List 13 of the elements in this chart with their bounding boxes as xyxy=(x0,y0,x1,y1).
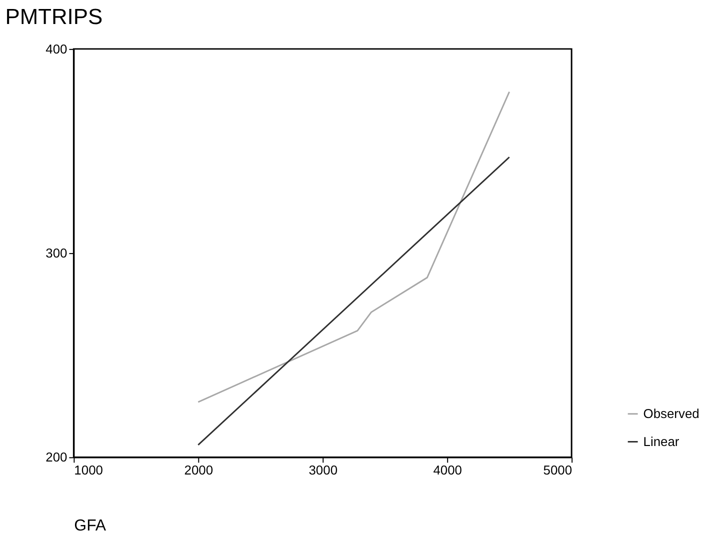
x-tick-label: 3000 xyxy=(308,462,338,478)
x-tick-label: 4000 xyxy=(433,462,462,478)
y-tick-label: 200 xyxy=(46,450,68,465)
x-tick-label: 2000 xyxy=(184,462,214,478)
y-tick-label: 300 xyxy=(46,246,68,261)
chart-title: PMTRIPS xyxy=(5,4,103,30)
line-series xyxy=(197,91,510,403)
legend-label: Linear xyxy=(643,434,680,449)
x-tick-label: 5000 xyxy=(543,462,572,478)
legend-label: Observed xyxy=(643,406,700,421)
x-tick-label: 1000 xyxy=(74,462,103,478)
y-tick-label: 400 xyxy=(46,41,68,56)
x-axis-title: GFA xyxy=(74,517,106,534)
